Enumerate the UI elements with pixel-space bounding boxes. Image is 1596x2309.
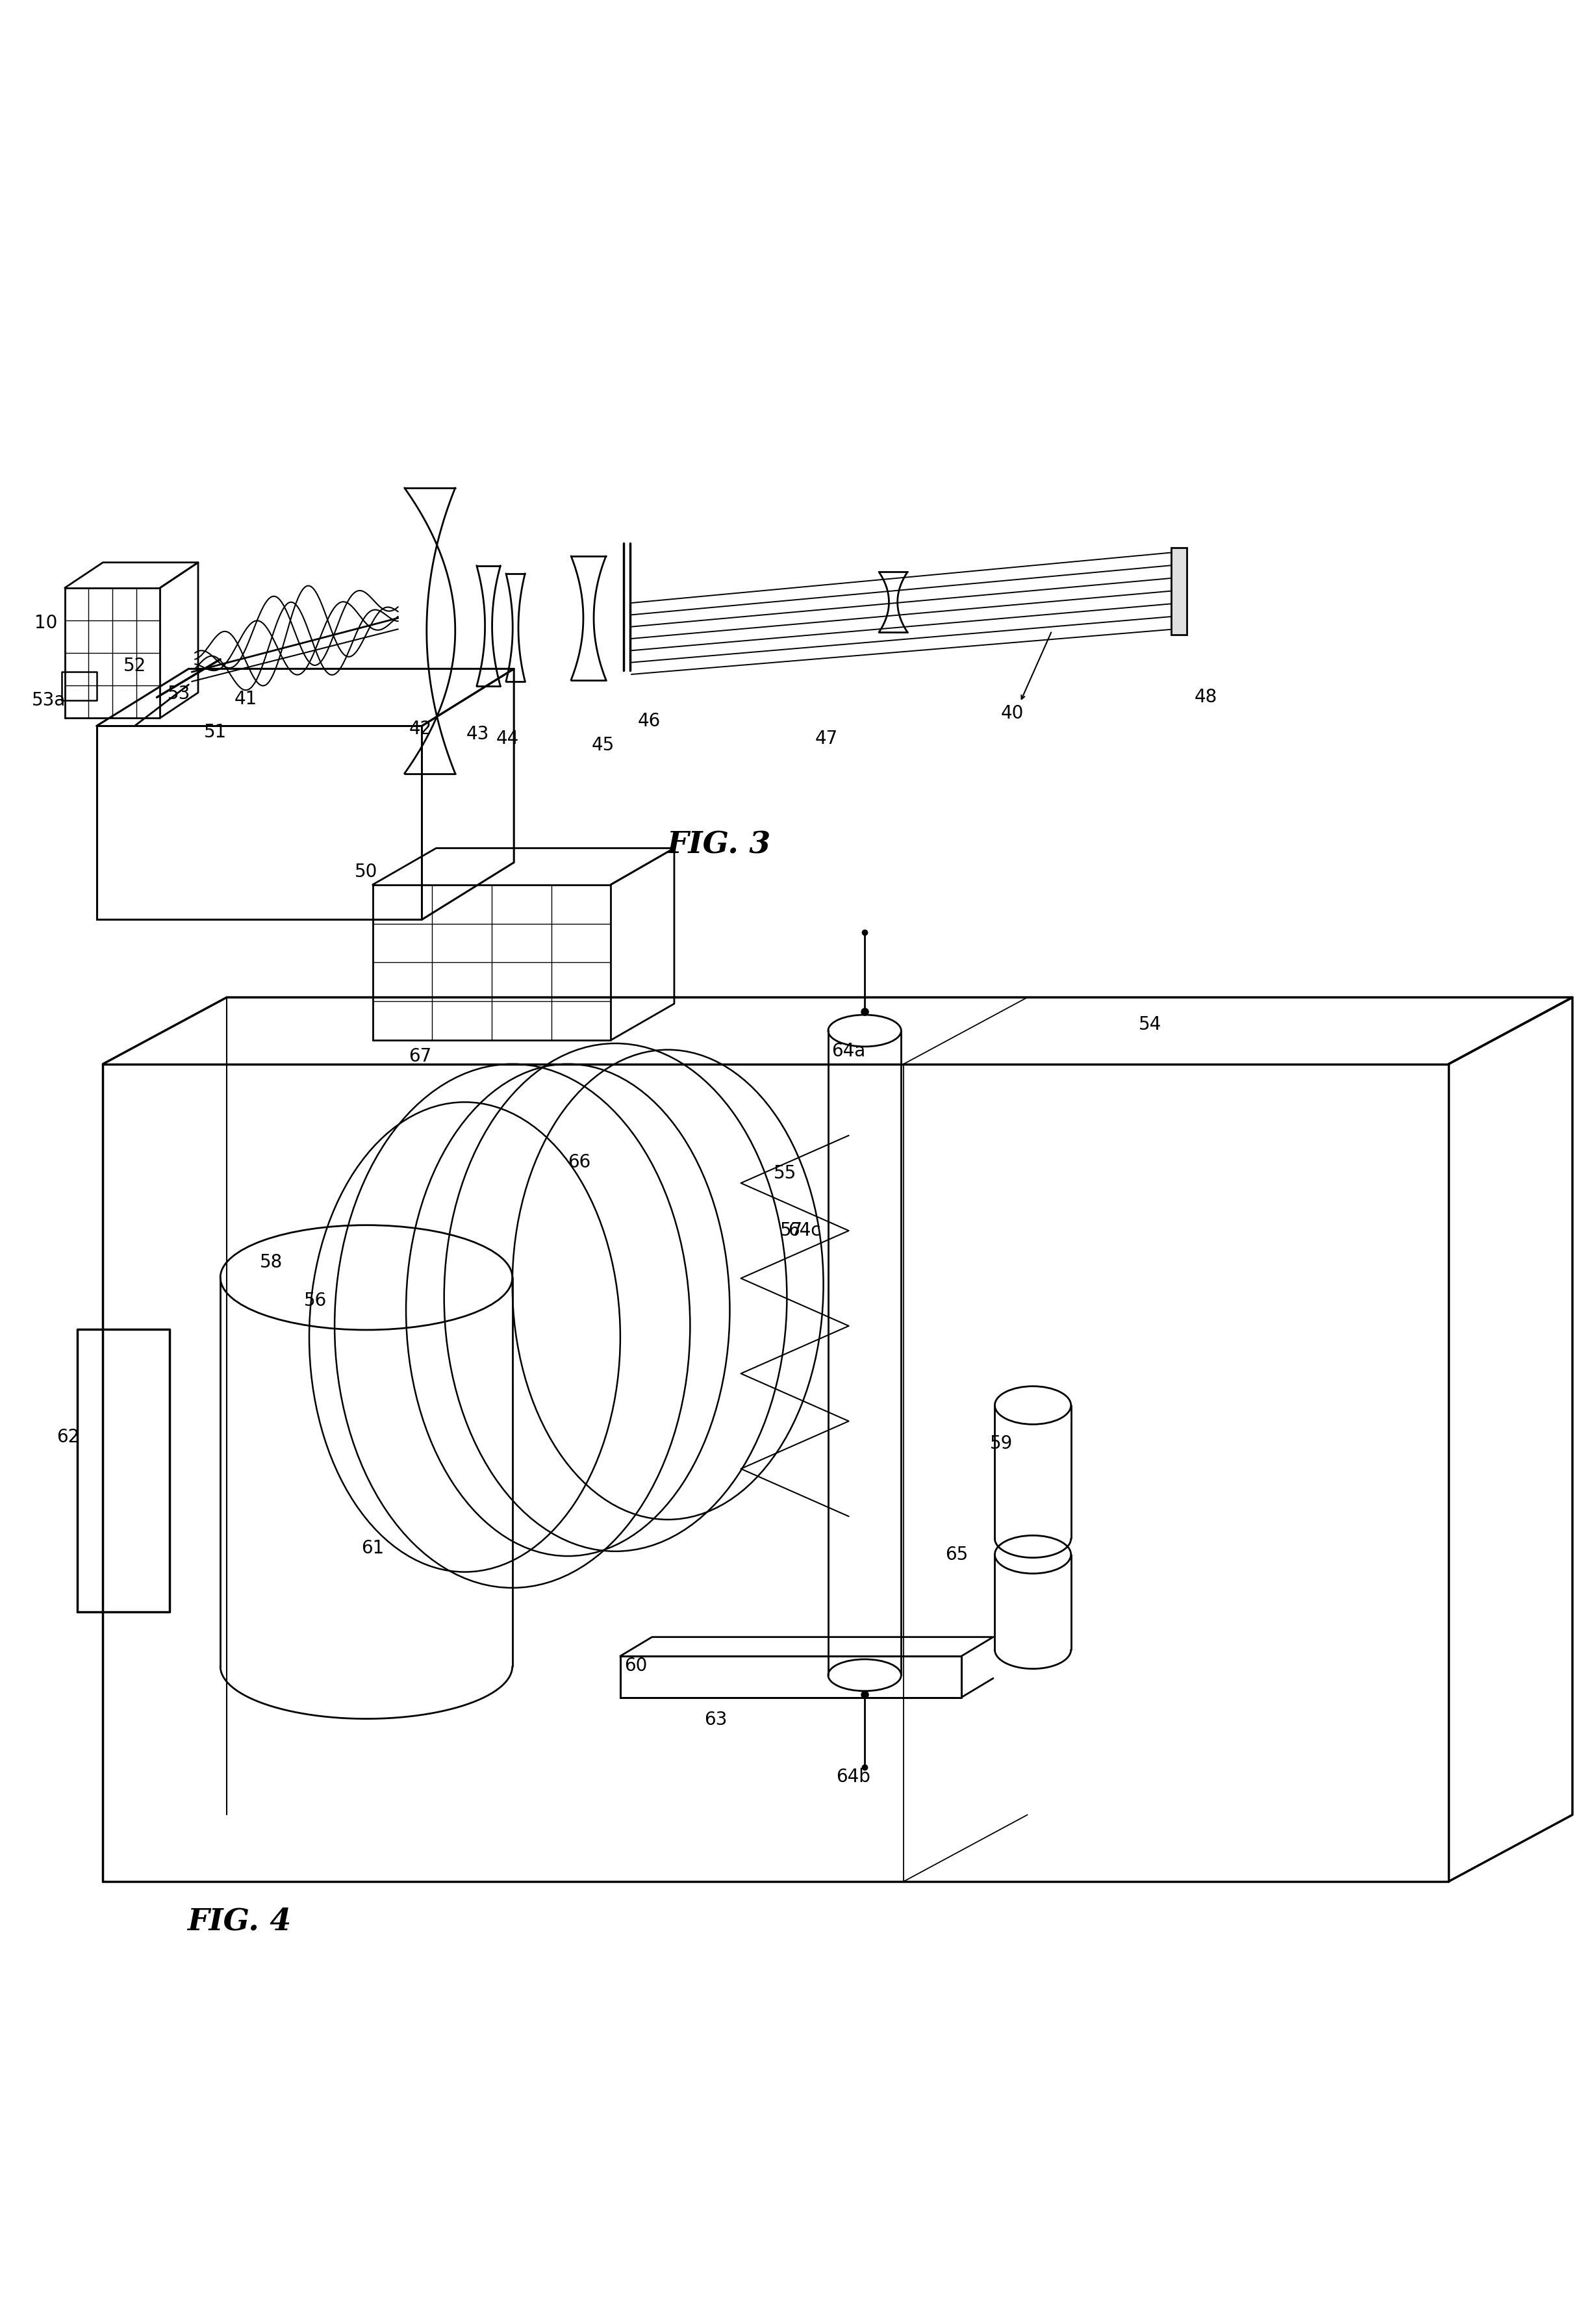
Text: 45: 45 [592, 737, 614, 755]
Text: 40: 40 [1001, 704, 1023, 723]
Text: FIG. 3: FIG. 3 [667, 829, 771, 859]
Text: 59: 59 [990, 1434, 1012, 1452]
Text: 64c: 64c [788, 1221, 820, 1240]
Text: 65: 65 [945, 1545, 969, 1563]
Text: 50: 50 [354, 864, 378, 882]
Text: 62: 62 [56, 1427, 80, 1445]
Text: 53: 53 [168, 686, 190, 704]
Text: 58: 58 [260, 1254, 282, 1272]
Text: 55: 55 [774, 1164, 796, 1182]
Text: 56: 56 [305, 1291, 327, 1309]
Text: 63: 63 [704, 1711, 726, 1729]
Text: 48: 48 [1194, 688, 1218, 707]
Text: 60: 60 [624, 1656, 648, 1674]
Text: 44: 44 [496, 730, 519, 748]
Text: 52: 52 [123, 656, 147, 674]
Text: 10: 10 [34, 614, 57, 633]
Text: 64a: 64a [832, 1041, 865, 1060]
Text: 43: 43 [466, 725, 488, 743]
Text: 66: 66 [568, 1152, 591, 1171]
Text: 53a: 53a [32, 690, 65, 709]
Text: 47: 47 [816, 730, 838, 748]
Text: 64b: 64b [836, 1769, 871, 1785]
Text: 61: 61 [361, 1540, 385, 1556]
Text: 57: 57 [780, 1221, 803, 1240]
Text: 67: 67 [409, 1046, 433, 1064]
Text: FIG. 4: FIG. 4 [187, 1907, 292, 1935]
FancyBboxPatch shape [1171, 547, 1187, 635]
Text: 54: 54 [1140, 1016, 1162, 1034]
Text: 46: 46 [637, 711, 661, 730]
Text: 42: 42 [409, 720, 433, 739]
Text: 41: 41 [235, 690, 257, 709]
Text: 51: 51 [204, 723, 227, 741]
